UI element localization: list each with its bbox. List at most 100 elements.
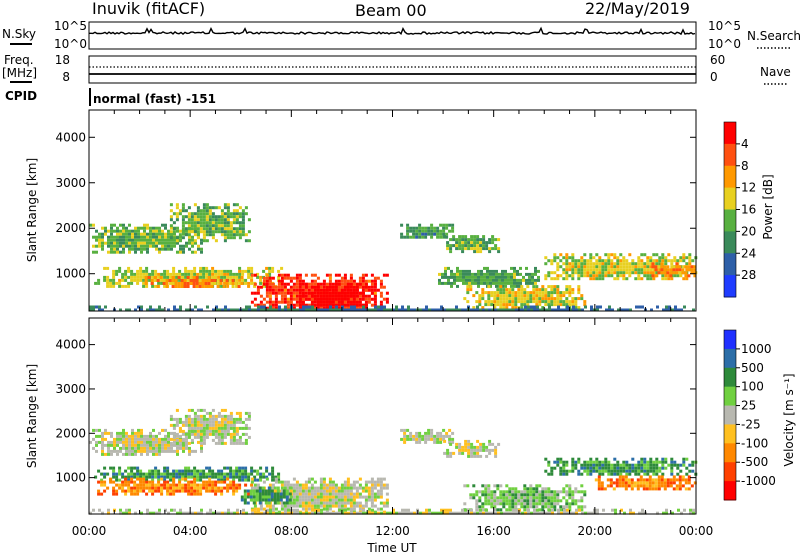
echo-cell — [643, 461, 646, 464]
echo-cell — [305, 306, 308, 309]
echo-cell — [241, 276, 244, 279]
echo-cell — [244, 270, 247, 273]
echo-cell — [470, 509, 473, 512]
echo-cell — [538, 490, 541, 493]
echo-cell — [131, 242, 134, 245]
echo-cell — [535, 496, 538, 499]
echo-cell — [218, 427, 221, 430]
echo-cell — [221, 209, 224, 212]
echo-cell — [482, 449, 485, 452]
echo-cell — [341, 283, 344, 286]
echo-cell — [586, 268, 589, 271]
echo-cell — [676, 274, 679, 277]
echo-cell — [326, 304, 329, 307]
echo-cell — [456, 273, 459, 276]
echo-cell — [257, 289, 260, 292]
echo-cell — [326, 508, 329, 511]
echo-cell — [347, 499, 350, 502]
echo-cell — [489, 276, 492, 279]
echo-cell — [149, 435, 152, 438]
echo-cell — [562, 268, 565, 271]
echo-cell — [154, 270, 157, 273]
echo-cell — [477, 273, 480, 276]
echo-cell — [224, 306, 227, 309]
echo-cell — [226, 279, 229, 282]
freq-strip: Freq. [MHz] 18 8 60 0 Nave — [2, 53, 791, 84]
echo-cell — [115, 490, 118, 493]
echo-cell — [649, 467, 652, 470]
echo-cell — [556, 502, 559, 505]
echo-cell — [323, 295, 326, 298]
echo-cell — [660, 268, 663, 271]
echo-cell — [476, 247, 479, 250]
echo-cell — [224, 221, 227, 224]
echo-cell — [353, 289, 356, 292]
cpid-marker — [89, 88, 91, 106]
echo-cell — [107, 242, 110, 245]
echo-cell — [277, 270, 280, 273]
echo-cell — [260, 306, 263, 309]
echo-cell — [118, 484, 121, 487]
echo-cell — [199, 479, 202, 482]
echo-cell — [679, 478, 682, 481]
echo-cell — [658, 484, 661, 487]
echo-cell — [359, 502, 362, 505]
echo-cell — [199, 273, 202, 276]
echo-cell — [323, 490, 326, 493]
echo-cell — [470, 446, 473, 449]
echo-cell — [461, 449, 464, 452]
echo-cell — [670, 458, 673, 461]
echo-cell — [475, 508, 478, 511]
echo-cell — [517, 493, 520, 496]
echo-cell — [233, 421, 236, 424]
echo-cell — [164, 233, 167, 236]
echo-cell — [125, 227, 128, 230]
echo-cell — [520, 496, 523, 499]
echo-cell — [226, 490, 229, 493]
echo-cell — [406, 435, 409, 438]
echo-cell — [149, 441, 152, 444]
echo-cell — [236, 509, 239, 512]
echo-cell — [442, 230, 445, 233]
echo-cell — [284, 274, 287, 277]
echo-cell — [122, 248, 125, 251]
echo-cell — [634, 277, 637, 280]
echo-cell — [134, 432, 137, 435]
echo-cell — [514, 294, 517, 297]
echo-cell — [257, 286, 260, 289]
echo-cell — [568, 288, 571, 291]
echo-cell — [613, 481, 616, 484]
echo-cell — [121, 481, 124, 484]
echo-cell — [167, 450, 170, 453]
echo-cell — [502, 490, 505, 493]
echo-cell — [658, 481, 661, 484]
echo-cell — [511, 297, 514, 300]
echo-cell — [377, 508, 380, 511]
echo-cell — [479, 509, 482, 512]
echo-cell — [208, 285, 211, 288]
echo-cell — [531, 279, 534, 282]
echo-cell — [338, 295, 341, 298]
echo-cell — [535, 505, 538, 508]
echo-cell — [284, 277, 287, 280]
echo-cell — [308, 493, 311, 496]
echo-cell — [104, 453, 107, 456]
echo-cell — [323, 280, 326, 283]
echo-cell — [404, 509, 407, 512]
echo-cell — [242, 209, 245, 212]
echo-cell — [476, 250, 479, 253]
echo-cell — [616, 262, 619, 265]
echo-cell — [383, 298, 386, 301]
echo-cell — [326, 283, 329, 286]
echo-cell — [208, 276, 211, 279]
echo-cell — [652, 461, 655, 464]
echo-cell — [251, 301, 254, 304]
echo-cell — [236, 212, 239, 215]
echo-cell — [507, 276, 510, 279]
echo-cell — [125, 435, 128, 438]
echo-cell — [299, 499, 302, 502]
echo-cell — [583, 470, 586, 473]
echo-cell — [212, 212, 215, 215]
echo-cell — [203, 230, 206, 233]
echo-cell — [178, 276, 181, 279]
